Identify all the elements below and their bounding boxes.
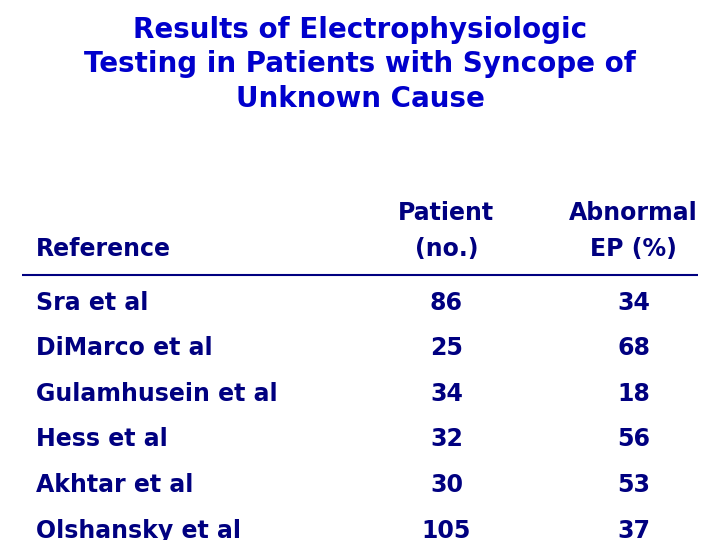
Text: Sra et al: Sra et al bbox=[36, 291, 148, 315]
Text: Patient: Patient bbox=[398, 201, 495, 225]
Text: 32: 32 bbox=[430, 428, 463, 451]
Text: 18: 18 bbox=[617, 382, 650, 406]
Text: Abnormal: Abnormal bbox=[570, 201, 698, 225]
Text: Gulamhusein et al: Gulamhusein et al bbox=[36, 382, 278, 406]
Text: 68: 68 bbox=[617, 336, 650, 360]
Text: Results of Electrophysiologic
Testing in Patients with Syncope of
Unknown Cause: Results of Electrophysiologic Testing in… bbox=[84, 16, 636, 113]
Text: EP (%): EP (%) bbox=[590, 238, 677, 261]
Text: (no.): (no.) bbox=[415, 238, 478, 261]
Text: Hess et al: Hess et al bbox=[36, 428, 168, 451]
Text: 25: 25 bbox=[430, 336, 463, 360]
Text: Olshansky et al: Olshansky et al bbox=[36, 518, 241, 540]
Text: Reference: Reference bbox=[36, 238, 171, 261]
Text: DiMarco et al: DiMarco et al bbox=[36, 336, 212, 360]
Text: 53: 53 bbox=[617, 473, 650, 497]
Text: Akhtar et al: Akhtar et al bbox=[36, 473, 194, 497]
Text: 86: 86 bbox=[430, 291, 463, 315]
Text: 34: 34 bbox=[617, 291, 650, 315]
Text: 37: 37 bbox=[617, 518, 650, 540]
Text: 30: 30 bbox=[430, 473, 463, 497]
Text: 34: 34 bbox=[430, 382, 463, 406]
Text: 105: 105 bbox=[422, 518, 471, 540]
Text: 56: 56 bbox=[617, 428, 650, 451]
